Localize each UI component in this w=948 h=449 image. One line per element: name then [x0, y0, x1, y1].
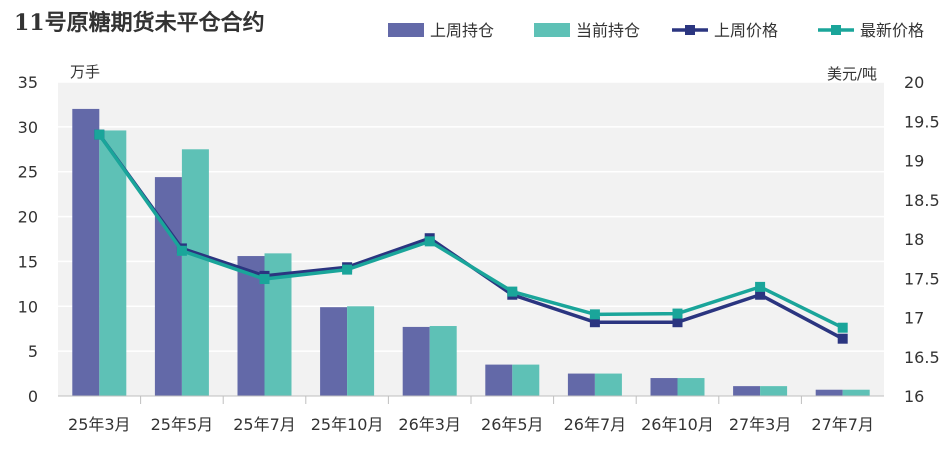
- bar: [842, 389, 870, 396]
- y-right-tick-label: 17: [904, 309, 924, 328]
- line-marker: [342, 264, 353, 275]
- line-marker: [259, 274, 270, 285]
- bar: [429, 326, 457, 396]
- x-tick-label: 25年5月: [151, 415, 214, 434]
- line-marker: [755, 289, 766, 300]
- line-marker: [672, 308, 683, 319]
- y-left-tick-label: 25: [18, 163, 38, 182]
- x-tick-label: 25年3月: [68, 415, 131, 434]
- bar: [181, 149, 209, 396]
- line-marker: [837, 322, 848, 333]
- bar-series-group: [72, 108, 870, 397]
- bar: [815, 389, 843, 396]
- line-series-group: [94, 129, 848, 344]
- line-marker: [176, 245, 187, 256]
- bar: [402, 326, 430, 396]
- bar: [320, 307, 348, 396]
- y-left-tick-label: 0: [28, 387, 38, 406]
- x-tick-label: 26年10月: [641, 415, 714, 434]
- y-right-tick-label: 20: [904, 73, 924, 92]
- x-tick-label: 26年5月: [481, 415, 544, 434]
- line-series: [97, 133, 844, 330]
- y-right-tick-label: 17.5: [904, 269, 940, 288]
- x-tick-label: 26年3月: [398, 415, 461, 434]
- y-right-tick-label: 18: [904, 230, 924, 249]
- legend-marker: [685, 25, 695, 35]
- right-axis-unit: 美元/吨: [827, 65, 877, 83]
- y-right-tick-label: 16: [904, 387, 924, 406]
- legend-label: 上周价格: [714, 21, 778, 40]
- legend-label: 当前持仓: [576, 21, 640, 40]
- bar: [760, 386, 788, 396]
- x-tick-label: 27年7月: [811, 415, 874, 434]
- bar: [512, 364, 540, 396]
- y-left-tick-label: 35: [18, 73, 38, 92]
- bar: [99, 130, 127, 396]
- line-marker: [424, 236, 435, 247]
- bar: [567, 373, 595, 396]
- y-right-tick-label: 16.5: [904, 348, 940, 367]
- line-marker: [94, 129, 105, 140]
- bar: [485, 364, 513, 396]
- y-left-tick-label: 5: [28, 342, 38, 361]
- y-left-tick-label: 10: [18, 297, 38, 316]
- bar: [733, 386, 761, 396]
- line-marker: [837, 333, 848, 344]
- x-tick-label: 25年7月: [233, 415, 296, 434]
- bar: [72, 108, 100, 397]
- left-axis-unit: 万手: [70, 63, 100, 81]
- y-right-tick-label: 19: [904, 152, 924, 171]
- line-marker: [755, 281, 766, 292]
- line-marker: [589, 309, 600, 320]
- y-left-tick-label: 20: [18, 208, 38, 227]
- legend-swatch: [388, 23, 424, 37]
- x-tick-label: 27年3月: [729, 415, 792, 434]
- axes: 0 5 10 15 20 25 30 35 16 16.5 17 17.5 18 18.5 19 19.5 20…: [18, 73, 940, 434]
- bar: [347, 306, 375, 396]
- x-tick-label: 26年7月: [564, 415, 627, 434]
- y-left-tick-label: 30: [18, 118, 38, 137]
- bar: [650, 378, 678, 396]
- bar: [677, 378, 705, 396]
- x-tick-label: 25年10月: [311, 415, 384, 434]
- bar: [154, 177, 182, 396]
- legend-swatch: [534, 23, 570, 37]
- y-right-tick-label: 19.5: [904, 112, 940, 131]
- line-marker: [589, 317, 600, 328]
- chart-title: 11号原糖期货未平仓合约: [14, 10, 265, 36]
- line-marker: [672, 317, 683, 328]
- bar: [594, 373, 622, 396]
- legend-label: 最新价格: [860, 21, 924, 40]
- legend-label: 上周持仓: [430, 21, 494, 40]
- line-marker: [507, 286, 518, 297]
- legend: 上周持仓 当前持仓 上周价格 最新价格: [388, 21, 924, 40]
- legend-marker: [831, 25, 841, 35]
- y-left-tick-label: 15: [18, 252, 38, 271]
- y-right-tick-label: 18.5: [904, 191, 940, 210]
